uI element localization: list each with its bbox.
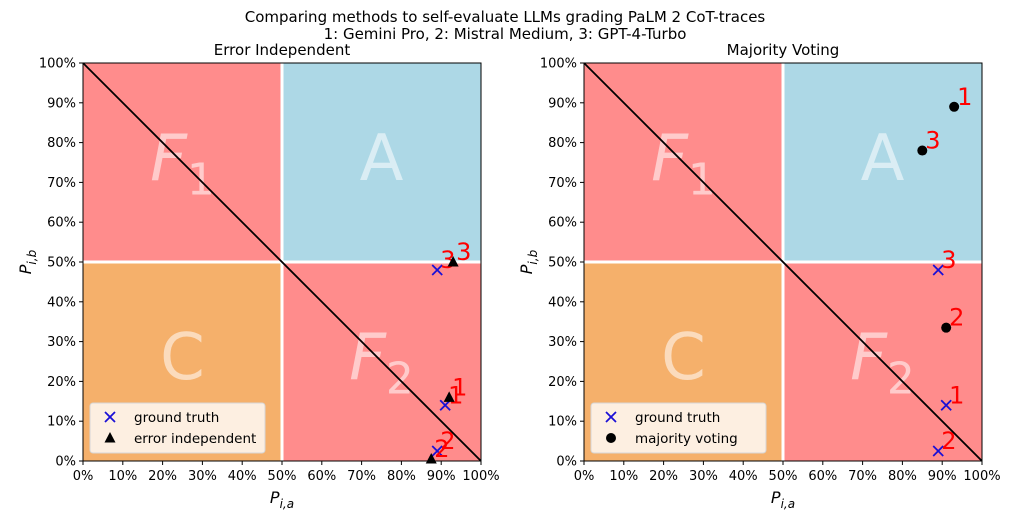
chart-title: Majority Voting [727,41,840,59]
ground-truth-point-2 [932,445,944,457]
x-tick-label: 30% [689,469,718,484]
x-tick-label: 100% [963,469,1000,484]
region-label-top-left: F1 [150,122,215,205]
ground-truth-point-3 [932,264,944,276]
y-tick-label: 100% [39,57,76,72]
method-point-3 [447,256,459,267]
y-tick-label: 0% [556,455,577,470]
region-label-bottom-left: C [661,321,706,395]
method-point-1 [949,101,960,112]
region-label-top-right: A [360,122,404,196]
figure-title-line1: Comparing methods to self-evaluate LLMs … [245,8,766,26]
y-tick-label: 80% [548,136,577,151]
x-tick-label: 60% [808,469,837,484]
ground-truth-point-1 [439,399,451,411]
point-label-3: 3 [941,246,956,274]
chart-title: Error Independent [214,41,351,59]
y-tick-label: 90% [548,96,577,111]
x-tick-label: 10% [609,469,638,484]
y-tick-label: 30% [47,335,76,350]
legend-marker-2 [606,433,616,443]
figure-title-line2: 1: Gemini Pro, 2: Mistral Medium, 3: GPT… [324,25,687,43]
x-tick-label: 0% [574,469,595,484]
method-point-1 [443,391,455,402]
point-label-1: 1 [452,373,467,401]
method-point-3 [917,145,928,156]
x-axis-label: Pi,a [270,488,294,511]
legend-label-1: ground truth [635,410,720,426]
x-tick-label: 40% [729,469,758,484]
x-tick-label: 50% [769,469,798,484]
diagonal-line [82,62,482,462]
region-top-right [783,63,982,262]
legend-marker-1 [605,411,617,423]
point-label-2: 2 [949,304,964,332]
y-tick-label: 10% [47,415,76,430]
x-tick-label: 60% [307,469,336,484]
x-tick-label: 20% [649,469,678,484]
method-point-2 [425,453,437,464]
y-tick-label: 30% [548,335,577,350]
point-label-3: 3 [925,127,940,155]
region-label-top-right: A [861,122,905,196]
y-tick-label: 70% [47,176,76,191]
y-tick-label: 40% [47,295,76,310]
x-tick-label: 20% [148,469,177,484]
x-tick-label: 80% [387,469,416,484]
point-label-1: 1 [957,83,972,111]
ground-truth-point-3 [431,264,443,276]
y-tick-label: 20% [47,375,76,390]
point-label-1: 1 [448,381,463,409]
legend-box [89,402,266,454]
x-tick-label: 70% [848,469,877,484]
y-tick-label: 90% [47,96,76,111]
y-tick-label: 0% [55,455,76,470]
ground-truth-point-2 [431,445,443,457]
point-label-3: 3 [440,246,455,274]
x-tick-label: 0% [73,469,94,484]
legend-marker-2 [104,432,116,443]
y-tick-label: 70% [548,176,577,191]
diagonal-line [583,62,983,462]
y-tick-label: 60% [548,216,577,231]
region-top-right [282,63,481,262]
legend-label-1: ground truth [134,410,219,426]
point-label-3: 3 [456,238,471,266]
x-tick-label: 50% [268,469,297,484]
y-tick-label: 50% [548,256,577,271]
legend-label-2: majority voting [635,431,738,447]
y-tick-label: 40% [548,295,577,310]
chart-panel-1: F1ACF20%10%20%30%40%50%60%70%80%90%100%0… [16,41,500,511]
ground-truth-point-1 [940,399,952,411]
legend-marker-1 [104,411,116,423]
x-tick-label: 90% [928,469,957,484]
x-tick-label: 80% [888,469,917,484]
region-label-bottom-left: C [160,321,205,395]
point-label-1: 1 [949,381,964,409]
x-tick-label: 100% [462,469,499,484]
x-tick-label: 10% [108,469,137,484]
point-label-2: 2 [440,427,455,455]
legend-box [590,402,767,454]
x-tick-label: 90% [427,469,456,484]
y-tick-label: 80% [47,136,76,151]
method-point-2 [941,322,952,333]
x-tick-label: 40% [228,469,257,484]
x-tick-label: 70% [347,469,376,484]
x-axis-label: Pi,a [771,488,795,511]
y-axis-label: Pi,b [16,249,39,274]
chart-panel-2: F1ACF20%10%20%30%40%50%60%70%80%90%100%0… [517,41,1001,511]
point-label-2: 2 [941,427,956,455]
y-tick-label: 20% [548,375,577,390]
legend-label-2: error independent [134,431,256,447]
y-tick-label: 100% [540,57,577,72]
y-tick-label: 60% [47,216,76,231]
y-tick-label: 10% [548,415,577,430]
point-label-2: 2 [434,435,449,463]
y-tick-label: 50% [47,256,76,271]
y-axis-label: Pi,b [517,249,540,274]
x-tick-label: 30% [188,469,217,484]
